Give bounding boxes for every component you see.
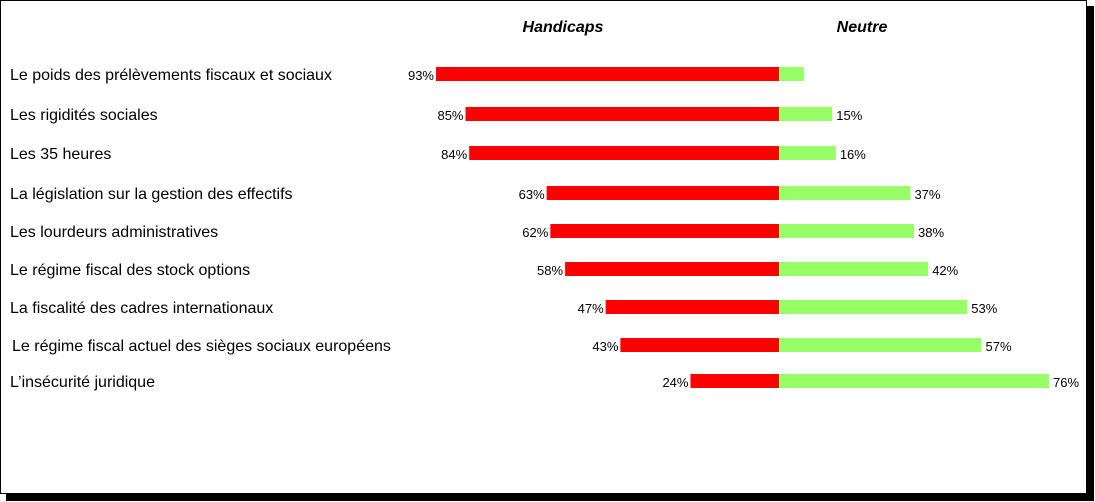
data-label-neutre: 15% [836,108,862,123]
data-label-handicaps: 85% [437,108,463,123]
category-label: L’insécurité juridique [10,374,155,391]
bar-neutre [779,224,914,238]
bar-neutre [779,338,982,352]
frame-shadow-right [1087,6,1094,500]
bar-neutre [779,186,911,200]
data-label-handicaps: 84% [441,147,467,162]
bar-neutre [779,67,804,81]
bar-handicaps [550,224,779,238]
data-label-neutre: 76% [1053,375,1079,390]
bar-handicaps [436,67,779,81]
data-label-neutre: 37% [914,187,940,202]
category-label: Le régime fiscal des stock options [10,262,250,279]
bar-handicaps [620,338,779,352]
data-label-neutre: 57% [986,339,1012,354]
category-label: La législation sur la gestion des effect… [10,186,293,203]
data-label-handicaps: 43% [592,339,618,354]
data-label-handicaps: 63% [519,187,545,202]
category-label: Les rigidités sociales [10,107,158,124]
bar-handicaps [469,146,779,160]
bar-neutre [779,107,833,121]
header-neutre: Neutre [837,19,888,36]
bar-neutre [779,146,836,160]
frame-shadow-bottom [6,494,1094,501]
data-label-handicaps: 47% [578,301,604,316]
category-label: Les lourdeurs administratives [10,224,218,241]
chart-rows: Le poids des prélèvements fiscaux et soc… [10,67,1079,391]
data-label-handicaps: 24% [662,375,688,390]
category-label: Les 35 heures [10,146,111,163]
data-label-neutre: 53% [971,301,997,316]
data-label-neutre: 42% [932,263,958,278]
category-label: La fiscalité des cadres internationaux [10,300,273,317]
bar-handicaps [690,374,779,388]
category-label: Le poids des prélèvements fiscaux et soc… [10,67,332,84]
header-handicaps: Handicaps [523,19,604,36]
data-label-handicaps: 93% [408,68,434,83]
bar-handicaps [565,262,779,276]
data-label-handicaps: 58% [537,263,563,278]
bar-handicaps [465,107,779,121]
bar-handicaps [546,186,779,200]
category-label: Le régime fiscal actuel des sièges socia… [12,338,391,355]
bar-neutre [779,300,968,314]
data-label-neutre: 38% [918,225,944,240]
data-label-neutre: 16% [840,147,866,162]
bar-neutre [779,374,1049,388]
bar-neutre [779,262,929,276]
data-label-handicaps: 62% [522,225,548,240]
bar-handicaps [605,300,779,314]
chart-frame [0,0,1087,494]
